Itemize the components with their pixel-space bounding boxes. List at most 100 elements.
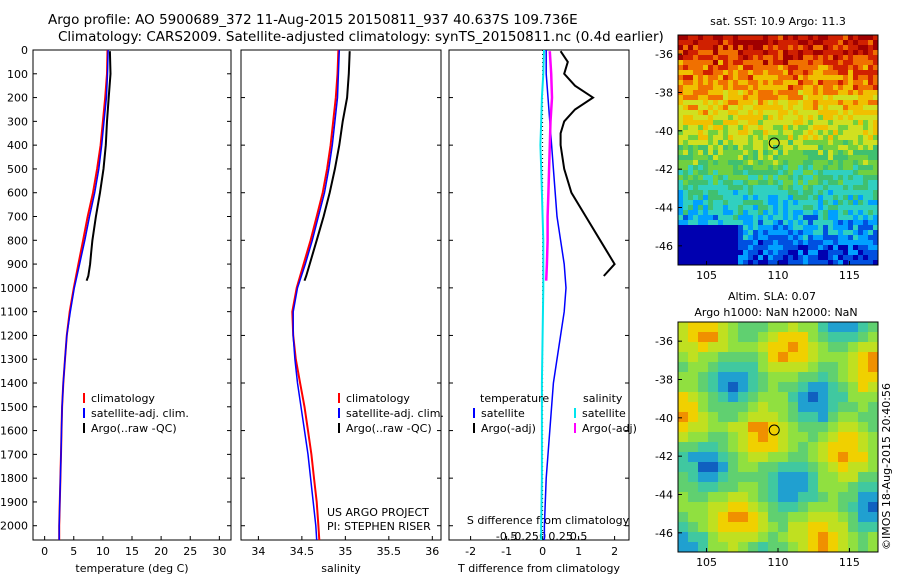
sst-map-cell	[688, 65, 694, 71]
sla-map-cell	[758, 372, 769, 383]
sst-map-cell	[838, 35, 844, 41]
sst-map-cell	[753, 135, 759, 141]
sla-map-cell	[778, 492, 789, 503]
sst-map-cell	[848, 70, 854, 76]
sst-map-cell	[788, 255, 794, 261]
sst-map-cell	[743, 80, 749, 86]
sst-map-cell	[813, 235, 819, 241]
sst-map-cell	[843, 165, 849, 171]
sst-map-cell	[758, 115, 764, 121]
sla-map-cell	[778, 522, 789, 533]
sst-map-cell	[733, 195, 739, 201]
sst-map-cell	[758, 125, 764, 131]
sla-map-cell	[808, 542, 819, 553]
sst-map-cell	[708, 185, 714, 191]
sst-map-cell	[843, 115, 849, 121]
sst-map-cell	[763, 210, 769, 216]
sst-map-cell	[853, 180, 859, 186]
sla-map-cell	[738, 372, 749, 383]
sst-map-cell	[723, 85, 729, 91]
sst-map-cell	[708, 160, 714, 166]
sla-map-cell	[708, 322, 719, 333]
sst-map-cell	[703, 215, 709, 221]
sst-map-cell	[803, 100, 809, 106]
sst-map-cell	[873, 145, 879, 151]
sst-map-cell	[803, 45, 809, 51]
sst-map-cell	[763, 75, 769, 81]
sst-map-cell	[703, 125, 709, 131]
sst-map-cell	[693, 225, 699, 231]
sst-map-cell	[798, 105, 804, 111]
sst-map-cell	[833, 250, 839, 256]
sst-map-cell	[743, 195, 749, 201]
sla-map-cell	[798, 392, 809, 403]
sst-map-cell	[718, 60, 724, 66]
sst-map-cell	[688, 220, 694, 226]
temperature-xtick-label: 20	[154, 545, 168, 558]
sst-map-cell	[833, 160, 839, 166]
sst-map-cell	[818, 140, 824, 146]
sla-map-cell	[708, 502, 719, 513]
sst-map-cell	[793, 65, 799, 71]
sst-map-cell	[823, 135, 829, 141]
sla-map-cell	[768, 332, 779, 343]
sst-map-cell	[743, 55, 749, 61]
sst-map-cell	[788, 250, 794, 256]
sst-map-cell	[828, 105, 834, 111]
sst-map-cell	[833, 190, 839, 196]
sst-map-cell	[788, 90, 794, 96]
sst-map-cell	[708, 240, 714, 246]
sst-map-cell	[798, 70, 804, 76]
sst-map-cell	[738, 50, 744, 56]
sst-map-cell	[678, 160, 684, 166]
sst-map-cell	[753, 90, 759, 96]
sst-map-cell	[868, 100, 874, 106]
sst-map-cell	[833, 45, 839, 51]
sla-map-xtick-label: 110	[768, 556, 789, 569]
sst-map-cell	[733, 120, 739, 126]
sst-map-cell	[763, 55, 769, 61]
sst-map-cell	[818, 160, 824, 166]
sla-map-cell	[688, 412, 699, 423]
sst-map-cell	[753, 140, 759, 146]
sst-map-cell	[758, 160, 764, 166]
sst-map-cell	[743, 225, 749, 231]
sst-map-cell	[823, 250, 829, 256]
sst-map-cell	[858, 230, 864, 236]
sst-map-cell	[838, 250, 844, 256]
sla-map-cell	[768, 522, 779, 533]
sla-map-cell	[698, 512, 709, 523]
sst-map-cell	[703, 190, 709, 196]
temperature-ytick-label: 500	[7, 163, 28, 176]
sst-map-cell	[833, 245, 839, 251]
sst-map-cell	[803, 185, 809, 191]
sst-map-cell	[753, 65, 759, 71]
sla-map-cell	[678, 422, 689, 433]
sst-map-cell	[778, 130, 784, 136]
sst-map-cell	[758, 60, 764, 66]
sla-map-cell	[728, 382, 739, 393]
sst-map-cell	[838, 135, 844, 141]
sst-map-cell	[683, 150, 689, 156]
sst-map-cell	[808, 55, 814, 61]
temperature-ytick-label: 1400	[0, 377, 28, 390]
sla-map-cell	[798, 352, 809, 363]
sst-map-cell	[798, 190, 804, 196]
sst-map-cell	[798, 75, 804, 81]
sla-map-cell	[808, 422, 819, 433]
sst-map-cell	[783, 115, 789, 121]
sst-map-cell	[758, 230, 764, 236]
sst-map-cell	[768, 85, 774, 91]
sla-map-cell	[748, 532, 759, 543]
sst-map-cell	[688, 240, 694, 246]
sst-map-cell	[698, 170, 704, 176]
sst-map-cell	[823, 50, 829, 56]
sst-map-cell	[733, 105, 739, 111]
difference-xtick-label: 0	[539, 545, 546, 558]
sst-map-cell	[828, 185, 834, 191]
sst-map-cell	[678, 220, 684, 226]
sst-map-cell	[838, 50, 844, 56]
sst-map-cell	[723, 195, 729, 201]
sla-map-cell	[768, 422, 779, 433]
sla-map-cell	[838, 482, 849, 493]
